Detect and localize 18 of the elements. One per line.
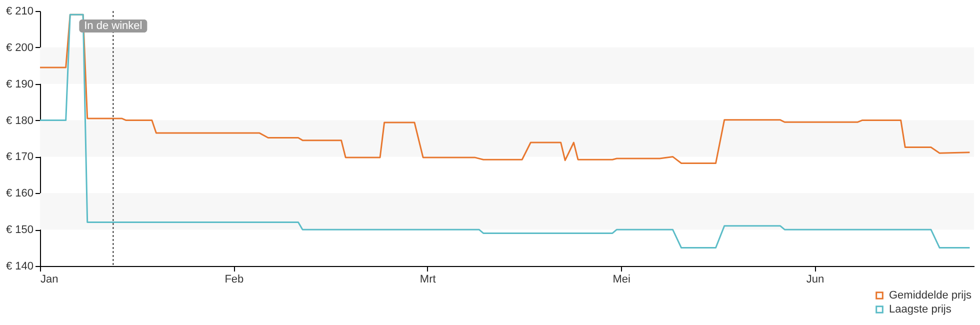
ref-line-label: In de winkel [84,20,142,32]
y-tick-label: € 190 [6,78,34,90]
x-tick-label: Feb [224,274,244,286]
y-tick-label: € 180 [6,114,34,127]
y-tick-label: € 200 [6,42,34,54]
y-tick-label: € 150 [6,224,34,236]
legend-label: Laagste prijs [889,304,952,316]
x-tick-label: Mei [612,274,630,286]
y-tick-label: € 170 [6,151,34,164]
y-tick-label: € 160 [6,188,34,200]
y-tick-label: € 140 [6,260,34,272]
y-tick-label: € 210 [6,6,34,18]
x-tick-label: Jun [806,274,824,286]
x-tick-label: Mrt [420,274,436,286]
line-series [39,14,970,164]
line-series [39,14,970,249]
legend-label: Gemiddelde prijs [889,290,972,302]
x-tick-label: Jan [40,274,58,286]
